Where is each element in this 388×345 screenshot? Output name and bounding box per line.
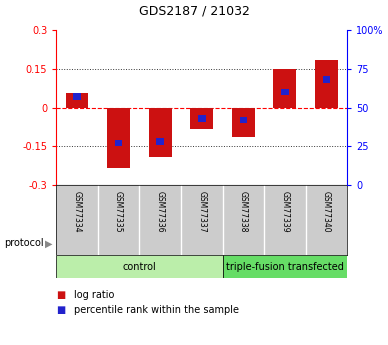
Text: GSM77339: GSM77339 — [281, 190, 289, 232]
Text: log ratio: log ratio — [74, 290, 114, 300]
Bar — [239, 117, 247, 123]
Text: ▶: ▶ — [45, 238, 52, 248]
Bar — [198, 115, 206, 121]
Text: GSM77338: GSM77338 — [239, 190, 248, 232]
Text: GSM77337: GSM77337 — [197, 190, 206, 232]
Bar — [107, 108, 130, 168]
Bar — [232, 108, 255, 137]
Text: GSM77335: GSM77335 — [114, 190, 123, 232]
Bar — [223, 255, 347, 278]
Text: GSM77334: GSM77334 — [73, 190, 81, 232]
Text: triple-fusion transfected: triple-fusion transfected — [226, 262, 344, 272]
Text: GSM77340: GSM77340 — [322, 190, 331, 232]
Bar — [66, 93, 88, 108]
Text: protocol: protocol — [4, 238, 43, 248]
Text: GSM77336: GSM77336 — [156, 190, 165, 232]
Bar — [73, 93, 81, 100]
Text: percentile rank within the sample: percentile rank within the sample — [74, 305, 239, 315]
Text: control: control — [123, 262, 156, 272]
Bar — [323, 76, 330, 83]
Text: ■: ■ — [56, 305, 66, 315]
Bar — [191, 108, 213, 129]
Bar — [149, 108, 171, 157]
Bar — [315, 60, 338, 108]
Text: ■: ■ — [56, 290, 66, 300]
Bar — [56, 255, 223, 278]
Text: GDS2187 / 21032: GDS2187 / 21032 — [139, 5, 249, 18]
Bar — [281, 89, 289, 95]
Bar — [274, 69, 296, 108]
Bar — [115, 140, 122, 146]
Bar — [156, 138, 164, 145]
